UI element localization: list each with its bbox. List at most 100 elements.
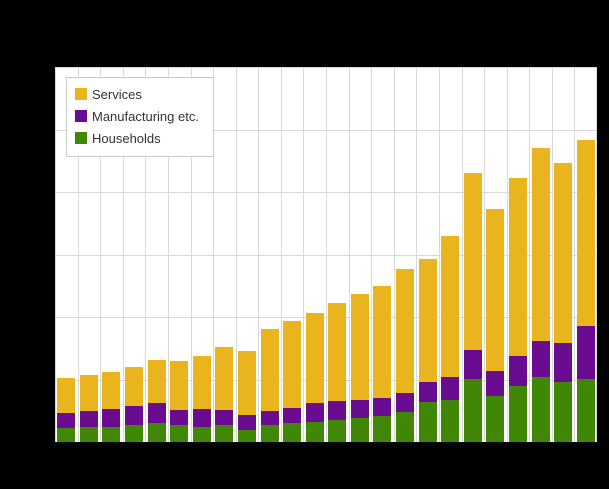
bar-segment-manufacturing-etc[interactable] [79, 410, 98, 428]
bar-segment-households[interactable] [170, 425, 189, 442]
bar-segment-services[interactable] [57, 378, 76, 413]
bar-segment-services[interactable] [125, 367, 144, 406]
bar-segment-households[interactable] [328, 420, 347, 442]
legend-swatch-manufacturing [75, 110, 87, 122]
bar-segment-services[interactable] [192, 355, 211, 409]
bar-segment-households[interactable] [305, 421, 324, 442]
legend-swatch-services [75, 88, 87, 100]
legend-item-households[interactable]: Households [75, 127, 199, 149]
bar-segment-services[interactable] [260, 328, 279, 412]
bar-segment-households[interactable] [463, 379, 482, 442]
bar-group [283, 67, 302, 442]
gridline-vertical [394, 67, 395, 442]
bar-group [531, 67, 550, 442]
bar-segment-households[interactable] [441, 400, 460, 442]
bar-segment-households[interactable] [147, 423, 166, 442]
bar-segment-manufacturing-etc[interactable] [350, 399, 369, 419]
gridline-horizontal [55, 192, 597, 193]
bar-segment-services[interactable] [328, 302, 347, 402]
bar-segment-services[interactable] [215, 347, 234, 410]
bar-segment-manufacturing-etc[interactable] [305, 403, 324, 422]
bar-segment-services[interactable] [147, 360, 166, 404]
bar-segment-services[interactable] [79, 375, 98, 411]
bar-segment-manufacturing-etc[interactable] [373, 398, 392, 417]
bar-segment-services[interactable] [350, 293, 369, 400]
gridline-vertical [236, 67, 237, 442]
legend-label-services: Services [92, 86, 142, 102]
bar-segment-manufacturing-etc[interactable] [418, 381, 437, 402]
gridline-horizontal [55, 380, 597, 381]
bar-segment-households[interactable] [396, 411, 415, 442]
gridline-vertical [371, 67, 372, 442]
bar-segment-manufacturing-etc[interactable] [283, 408, 302, 423]
bar-segment-households[interactable] [79, 427, 98, 442]
bar-segment-manufacturing-etc[interactable] [260, 411, 279, 426]
bar-segment-manufacturing-etc[interactable] [102, 408, 121, 428]
bar-segment-services[interactable] [237, 350, 256, 416]
bar-segment-households[interactable] [237, 430, 256, 442]
bar-segment-households[interactable] [260, 425, 279, 442]
bar-segment-households[interactable] [554, 382, 573, 442]
bar-segment-households[interactable] [102, 427, 121, 442]
legend-item-services[interactable]: Services [75, 83, 199, 105]
bar-segment-households[interactable] [576, 379, 595, 442]
bar-group [508, 67, 527, 442]
bar-group [554, 67, 573, 442]
gridline-horizontal [55, 317, 597, 318]
bar-segment-households[interactable] [192, 427, 211, 442]
bar-segment-services[interactable] [102, 371, 121, 409]
bar-segment-services[interactable] [373, 286, 392, 399]
gridline-vertical [213, 67, 214, 442]
gridline-vertical [168, 67, 169, 442]
bar-group [125, 67, 144, 442]
bar-group [486, 67, 505, 442]
bar-segment-households[interactable] [508, 386, 527, 442]
bar-segment-manufacturing-etc[interactable] [554, 342, 573, 382]
legend-item-manufacturing[interactable]: Manufacturing etc. [75, 105, 199, 127]
gridline-vertical [55, 67, 56, 442]
bar-segment-manufacturing-etc[interactable] [463, 349, 482, 380]
bar-segment-manufacturing-etc[interactable] [576, 325, 595, 380]
bar-segment-services[interactable] [418, 258, 437, 382]
bar-group [237, 67, 256, 442]
bar-segment-manufacturing-etc[interactable] [328, 401, 347, 421]
bar-segment-manufacturing-etc[interactable] [170, 409, 189, 426]
bar-segment-households[interactable] [215, 424, 234, 442]
bar-segment-manufacturing-etc[interactable] [486, 370, 505, 397]
bar-segment-manufacturing-etc[interactable] [147, 403, 166, 424]
bar-segment-services[interactable] [283, 321, 302, 409]
bar-segment-manufacturing-etc[interactable] [396, 392, 415, 412]
bar-group [170, 67, 189, 442]
gridline-vertical [529, 67, 530, 442]
bar-segment-services[interactable] [463, 173, 482, 350]
bar-segment-services[interactable] [305, 312, 324, 404]
gridline-horizontal [55, 130, 597, 131]
bar-segment-services[interactable] [396, 268, 415, 393]
bar-group [192, 67, 211, 442]
bar-segment-households[interactable] [486, 396, 505, 442]
bar-segment-services[interactable] [486, 208, 505, 371]
bar-group [147, 67, 166, 442]
bar-segment-services[interactable] [576, 140, 595, 326]
bar-segment-manufacturing-etc[interactable] [125, 405, 144, 426]
bar-segment-households[interactable] [531, 377, 550, 442]
bar-segment-households[interactable] [418, 401, 437, 442]
bar-segment-manufacturing-etc[interactable] [57, 412, 76, 429]
bar-segment-manufacturing-etc[interactable] [237, 415, 256, 431]
bar-segment-services[interactable] [531, 148, 550, 341]
bar-segment-households[interactable] [373, 416, 392, 442]
bar-segment-manufacturing-etc[interactable] [192, 408, 211, 427]
bar-segment-households[interactable] [350, 418, 369, 442]
bar-segment-households[interactable] [57, 428, 76, 442]
bar-segment-households[interactable] [283, 422, 302, 442]
bar-segment-manufacturing-etc[interactable] [441, 377, 460, 401]
bar-segment-services[interactable] [441, 235, 460, 378]
bar-segment-manufacturing-etc[interactable] [215, 409, 234, 425]
gridline-horizontal [55, 255, 597, 256]
bar-segment-manufacturing-etc[interactable] [508, 355, 527, 387]
bar-segment-households[interactable] [125, 425, 144, 442]
bar-segment-manufacturing-etc[interactable] [531, 340, 550, 378]
bar-segment-services[interactable] [554, 162, 573, 343]
bar-segment-services[interactable] [170, 361, 189, 410]
bar-segment-services[interactable] [508, 178, 527, 356]
